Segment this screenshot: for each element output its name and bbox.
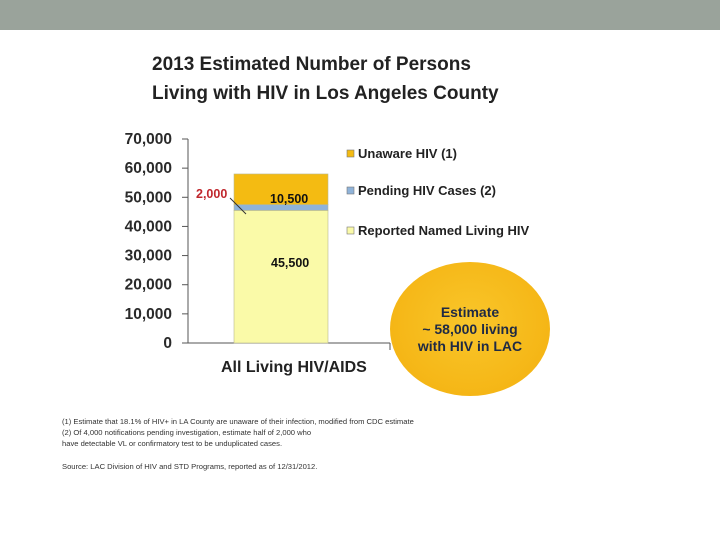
data-label-reported: 45,500 — [271, 256, 309, 270]
estimate-line-2: ~ 58,000 living — [422, 320, 518, 337]
bar-segments — [233, 173, 329, 344]
legend-swatch — [346, 226, 355, 235]
data-label-pending: 2,000 — [196, 187, 227, 201]
y-tick-label: 30,000 — [125, 248, 172, 265]
y-tick-label: 60,000 — [125, 160, 172, 177]
slide-top-bar — [0, 0, 720, 30]
x-axis-category-label: All Living HIV/AIDS — [221, 359, 367, 376]
legend-label: Reported Named Living HIV — [358, 223, 530, 238]
bar-segment-unaware — [233, 173, 329, 205]
legend-label: Pending HIV Cases (2) — [358, 183, 496, 198]
source-note: Source: LAC Division of HIV and STD Prog… — [62, 462, 318, 471]
estimate-line-3: with HIV in LAC — [417, 337, 523, 354]
data-label-unaware: 10,500 — [270, 192, 308, 206]
footnote-2: (2) Of 4,000 notifications pending inves… — [62, 428, 312, 437]
y-tick-label: 20,000 — [125, 277, 172, 294]
legend-swatch — [346, 186, 355, 195]
y-axis-ticks: 70,000 60,000 50,000 40,000 30,000 20,000 10,0… — [125, 131, 188, 352]
y-tick-label: 0 — [163, 335, 172, 352]
estimate-callout-bubble: Estimate ~ 58,000 living with HIV in LAC — [390, 262, 550, 396]
pending-label-leader-line — [229, 197, 247, 215]
title-line-1: 2013 Estimated Number of Persons — [152, 54, 471, 75]
title-line-2: Living with HIV in Los Angeles County — [152, 83, 499, 104]
legend-swatch — [346, 149, 355, 158]
legend: Unaware HIV (1) Pending HIV Cases (2) Repo… — [346, 146, 530, 238]
estimate-line-1: Estimate — [440, 303, 500, 320]
legend-label: Unaware HIV (1) — [358, 146, 457, 161]
bar-segment-reported — [233, 210, 329, 344]
y-tick-label: 40,000 — [125, 218, 172, 235]
footnotes: (1) Estimate that 18.1% of HIV+ in LA Co… — [62, 416, 442, 472]
y-tick-label: 50,000 — [125, 189, 172, 206]
page-title: 2013 Estimated Number of Persons Living … — [152, 50, 552, 108]
y-tick-label: 70,000 — [125, 131, 172, 148]
footnote-3: have detectable VL or confirmatory test … — [62, 439, 283, 448]
footnote-1: (1) Estimate that 18.1% of HIV+ in LA Co… — [62, 417, 414, 426]
y-tick-label: 10,000 — [125, 306, 172, 323]
